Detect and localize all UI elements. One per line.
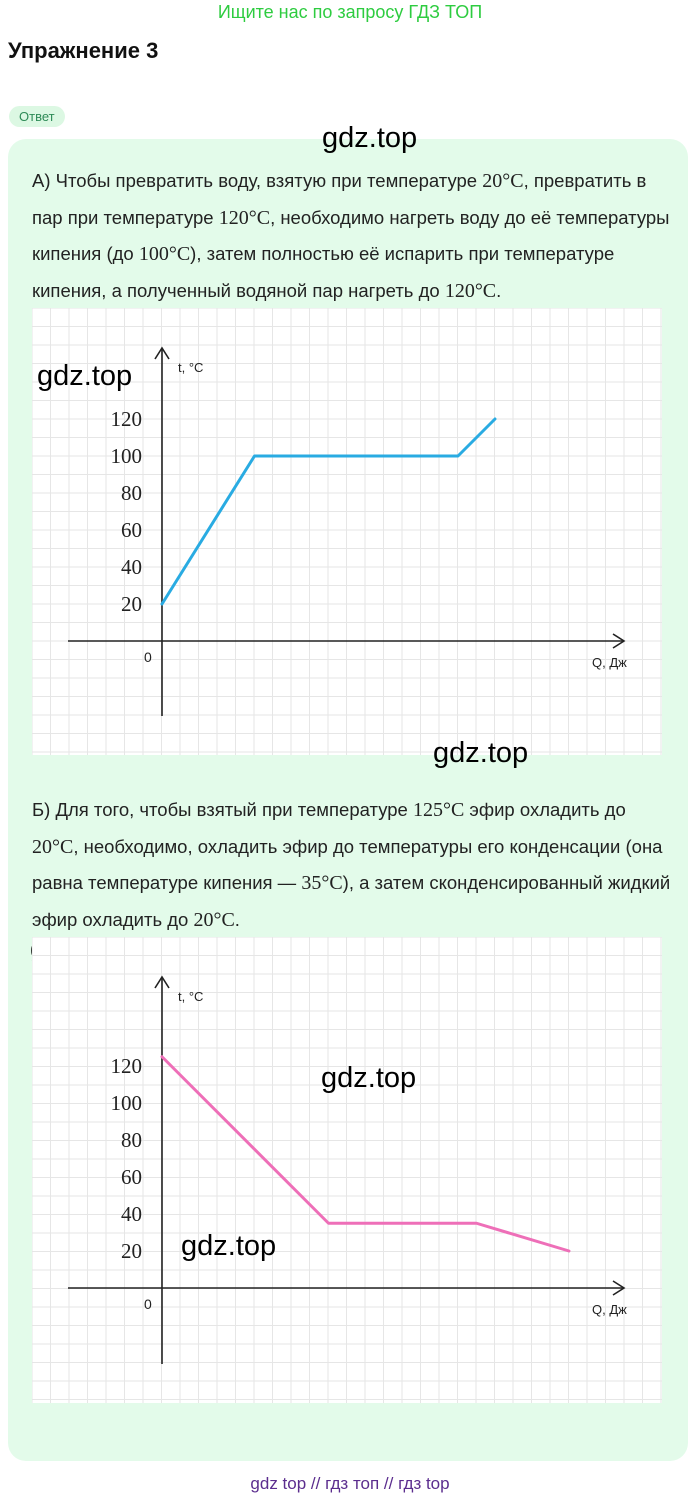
- y-tick-label: 120: [111, 407, 143, 431]
- part-b-text: Б) Для того, чтобы взятый при температур…: [32, 799, 671, 931]
- part-a-text: А) Чтобы превратить воду, взятую при тем…: [32, 170, 670, 302]
- x-axis-label: Q, Дж: [592, 1302, 627, 1317]
- watermark: gdz.top: [322, 122, 418, 154]
- chart-b: 20 40 60 80 100 120 t, °C Q, Дж 0: [32, 937, 662, 1403]
- x-axis-label: Q, Дж: [592, 655, 627, 670]
- chart-a-svg: 20 40 60 80 100 120 t, °C Q, Дж 0: [32, 308, 662, 755]
- y-axis-arrow: [154, 346, 170, 360]
- y-tick-label: 80: [121, 1128, 142, 1152]
- y-tick-label: 40: [121, 1202, 142, 1226]
- origin-label: 0: [144, 649, 152, 665]
- chart-a: 20 40 60 80 100 120 t, °C Q, Дж 0: [32, 308, 662, 755]
- watermark: gdz.top: [433, 737, 529, 769]
- top-banner[interactable]: Ищите нас по запросу ГДЗ ТОП: [217, 2, 483, 22]
- chart-b-svg: 20 40 60 80 100 120 t, °C Q, Дж 0: [32, 937, 662, 1403]
- answer-badge[interactable]: Ответ: [9, 106, 65, 127]
- x-axis-arrow: [612, 1280, 626, 1296]
- footer-links[interactable]: gdz top // гдз топ // гдз top: [250, 1474, 450, 1493]
- y-tick-label: 60: [121, 518, 142, 542]
- y-tick-label: 100: [111, 444, 143, 468]
- x-axis-arrow: [612, 633, 626, 649]
- y-tick-label: 120: [111, 1054, 143, 1078]
- y-axis-label: t, °C: [178, 360, 203, 375]
- watermark: gdz.top: [37, 360, 133, 392]
- watermark: gdz.top: [321, 1062, 417, 1094]
- y-tick-label: 20: [121, 1239, 142, 1263]
- origin-label: 0: [144, 1296, 152, 1312]
- y-axis-arrow: [154, 975, 170, 989]
- y-tick-label: 20: [121, 592, 142, 616]
- y-tick-label: 100: [111, 1091, 143, 1115]
- y-tick-label: 60: [121, 1165, 142, 1189]
- y-axis-label: t, °C: [178, 989, 203, 1004]
- y-tick-label: 80: [121, 481, 142, 505]
- watermark: gdz.top: [181, 1230, 277, 1262]
- y-tick-label: 40: [121, 555, 142, 579]
- series-line: [160, 1055, 571, 1253]
- page-title: Упражнение 3: [8, 38, 159, 63]
- series-line: [160, 417, 497, 606]
